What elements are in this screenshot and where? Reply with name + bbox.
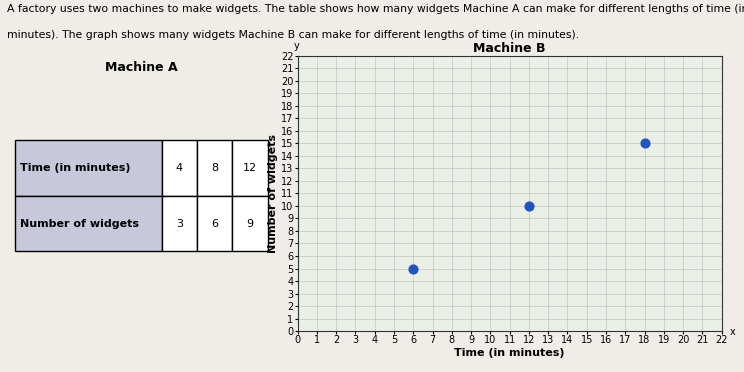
Text: 4: 4: [176, 163, 183, 173]
FancyBboxPatch shape: [197, 196, 232, 251]
Text: 3: 3: [176, 219, 183, 229]
Text: x: x: [730, 327, 736, 337]
Title: Machine B: Machine B: [473, 42, 546, 55]
Text: 6: 6: [211, 219, 218, 229]
Point: [523, 203, 535, 209]
FancyBboxPatch shape: [197, 140, 232, 196]
Text: Number of widgets: Number of widgets: [20, 219, 139, 229]
Text: 12: 12: [243, 163, 257, 173]
FancyBboxPatch shape: [15, 196, 161, 251]
FancyBboxPatch shape: [232, 196, 268, 251]
FancyBboxPatch shape: [15, 140, 161, 196]
Point: [407, 266, 419, 272]
Text: y: y: [293, 41, 299, 51]
Text: minutes). The graph shows many widgets Machine B can make for different lengths : minutes). The graph shows many widgets M…: [7, 30, 580, 40]
Text: Machine A: Machine A: [105, 61, 178, 74]
Text: 8: 8: [211, 163, 218, 173]
Point: [638, 140, 650, 146]
X-axis label: Time (in minutes): Time (in minutes): [455, 348, 565, 358]
Text: Time (in minutes): Time (in minutes): [20, 163, 130, 173]
FancyBboxPatch shape: [161, 140, 197, 196]
FancyBboxPatch shape: [232, 140, 268, 196]
Y-axis label: Number of widgets: Number of widgets: [268, 134, 278, 253]
Text: 9: 9: [246, 219, 254, 229]
FancyBboxPatch shape: [161, 196, 197, 251]
Text: A factory uses two machines to make widgets. The table shows how many widgets Ma: A factory uses two machines to make widg…: [7, 4, 744, 14]
